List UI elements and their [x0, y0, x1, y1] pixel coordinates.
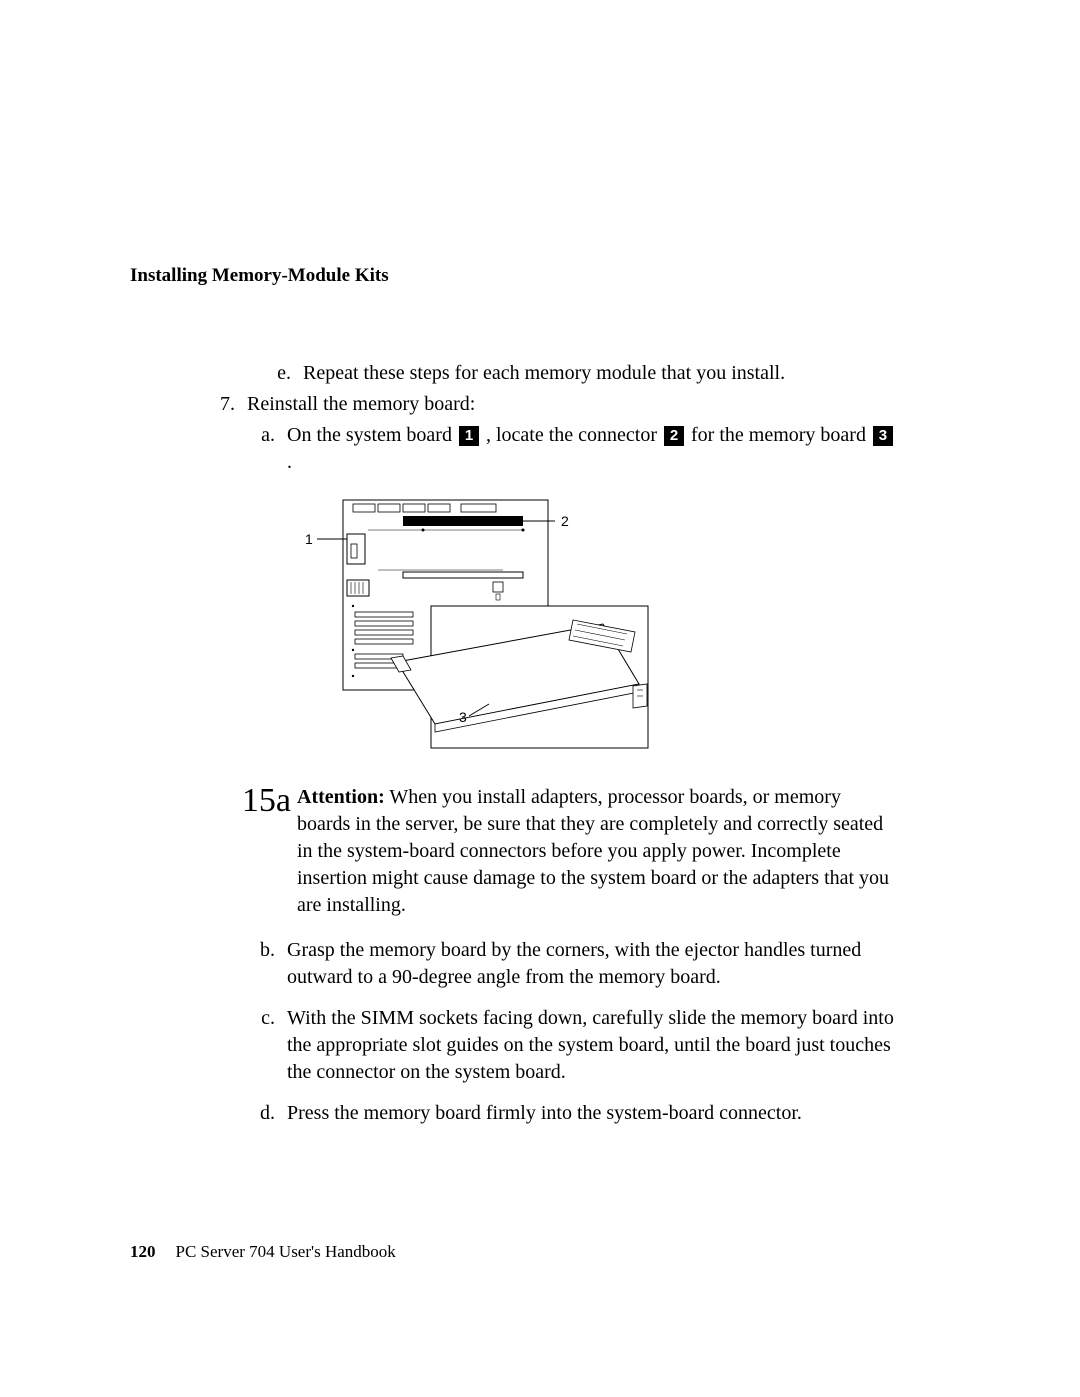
step-7a: a. On the system board 1 , locate the co… — [235, 422, 895, 476]
step-7d: d. Press the memory board firmly into th… — [235, 1100, 895, 1127]
step-7-sublist: a. On the system board 1 , locate the co… — [235, 422, 895, 1127]
diagram-label-2: 2 — [561, 513, 569, 529]
step-7d-text: Press the memory board firmly into the s… — [287, 1100, 895, 1127]
section-title: Installing Memory-Module Kits — [130, 265, 389, 287]
attention-big-number: 15a — [235, 784, 297, 919]
step-7a-pre: On the system board — [287, 424, 457, 446]
step-e-wrap: e. Repeat these steps for each memory mo… — [251, 360, 895, 387]
attention-text: Attention: When you install adapters, pr… — [297, 784, 895, 919]
attention-body: When you install adapters, processor boa… — [297, 786, 889, 916]
step-7a-marker: a. — [235, 422, 287, 476]
step-7-marker: 7. — [195, 391, 247, 418]
step-7d-marker: d. — [235, 1100, 287, 1127]
callout-1: 1 — [459, 426, 479, 446]
attention-block: 15a Attention: When you install adapters… — [235, 784, 895, 919]
step-7a-mid2: for the memory board — [686, 424, 871, 446]
step-7b: b. Grasp the memory board by the corners… — [235, 937, 895, 991]
step-7: 7. Reinstall the memory board: — [195, 391, 895, 418]
page: Installing Memory-Module Kits e. Repeat … — [0, 0, 1080, 1397]
step-e-text: Repeat these steps for each memory modul… — [303, 360, 895, 387]
page-number: 120 — [130, 1242, 156, 1261]
step-7a-mid1: , locate the connector — [481, 424, 662, 446]
step-7a-body: On the system board 1 , locate the conne… — [287, 422, 895, 476]
board-diagram-svg: 2 1 — [303, 494, 663, 754]
step-7c-marker: c. — [235, 1005, 287, 1086]
diagram: 2 1 — [303, 494, 895, 762]
step-7a-post: . — [287, 451, 292, 473]
step-e-marker: e. — [251, 360, 303, 387]
callout-2: 2 — [664, 426, 684, 446]
content-block: e. Repeat these steps for each memory mo… — [195, 360, 895, 1131]
step-7b-marker: b. — [235, 937, 287, 991]
step-e: e. Repeat these steps for each memory mo… — [251, 360, 895, 387]
step-7-text: Reinstall the memory board: — [247, 391, 895, 418]
diagram-label-1: 1 — [305, 531, 313, 547]
step-7b-text: Grasp the memory board by the corners, w… — [287, 937, 895, 991]
footer-title: PC Server 704 User's Handbook — [176, 1242, 396, 1261]
diagram-label-3: 3 — [459, 709, 467, 725]
step-7c-text: With the SIMM sockets facing down, caref… — [287, 1005, 895, 1086]
callout-3: 3 — [873, 426, 893, 446]
footer: 120 PC Server 704 User's Handbook — [130, 1242, 396, 1262]
step-7c: c. With the SIMM sockets facing down, ca… — [235, 1005, 895, 1086]
attention-label: Attention: — [297, 786, 385, 808]
